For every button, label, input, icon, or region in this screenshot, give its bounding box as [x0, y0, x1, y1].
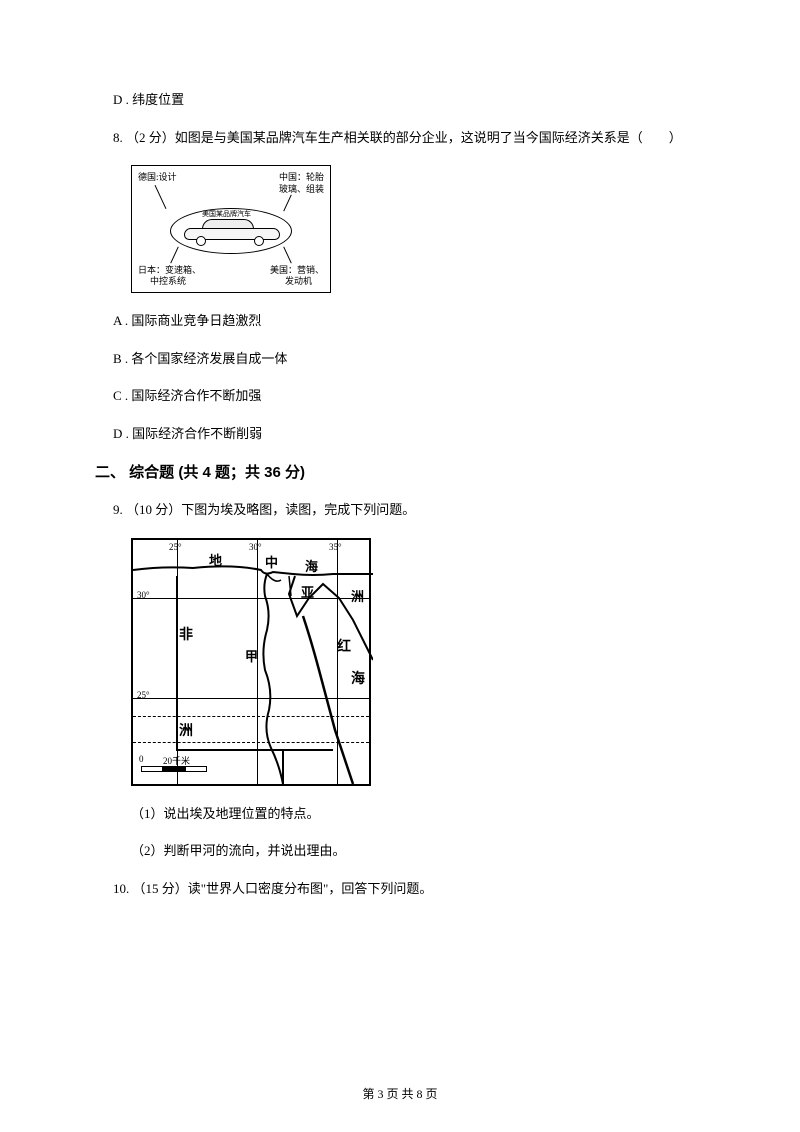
- map-lines: [133, 540, 373, 788]
- scale-bar: 0 20千米: [141, 762, 231, 776]
- q8-stem: 8. （2 分）如图是与美国某品牌汽车生产相关联的部分企业，这说明了当今国际经济…: [95, 128, 705, 148]
- q8-figure: 德国:设计 中国：轮胎 玻璃、组装 日本：变速箱、 中控系统 美国：营销、 发动…: [131, 165, 705, 293]
- car-diagram: 德国:设计 中国：轮胎 玻璃、组装 日本：变速箱、 中控系统 美国：营销、 发动…: [131, 165, 331, 293]
- q8-option-b: B . 各个国家经济发展自成一体: [95, 349, 705, 369]
- q8-option-c: C . 国际经济合作不断加强: [95, 386, 705, 406]
- label-center: 美国某品牌汽车: [202, 210, 251, 218]
- q10-stem: 10. （15 分）读"世界人口密度分布图"，回答下列问题。: [95, 879, 705, 899]
- q9-stem: 9. （10 分）下图为埃及略图，读图，完成下列问题。: [95, 500, 705, 520]
- label-jp1: 日本：变速箱、: [138, 265, 201, 276]
- scale-0: 0: [139, 754, 144, 764]
- section-2-title: 二、 综合题 (共 4 题；共 36 分): [95, 461, 705, 482]
- q8-option-a: A . 国际商业竞争日趋激烈: [95, 311, 705, 331]
- label-de: 德国:设计: [138, 172, 177, 183]
- q9-sub2: （2）判断甲河的流向，并说出理由。: [95, 841, 705, 861]
- egypt-map: 25° 30° 35° 30° 25° 地 中 海 亚 洲 非 甲 红 海 洲: [131, 538, 371, 786]
- label-cn1: 中国：轮胎: [279, 172, 324, 183]
- label-jp2: 中控系统: [150, 276, 186, 287]
- car-icon: [184, 219, 280, 245]
- q7-option-d: D . 纬度位置: [95, 90, 705, 110]
- label-us2: 发动机: [285, 276, 312, 287]
- q8-option-d: D . 国际经济合作不断削弱: [95, 424, 705, 444]
- label-us1: 美国：营销、: [270, 265, 324, 276]
- q9-figure: 25° 30° 35° 30° 25° 地 中 海 亚 洲 非 甲 红 海 洲: [131, 538, 705, 786]
- label-cn2: 玻璃、组装: [279, 184, 324, 195]
- page-footer: 第 3 页 共 8 页: [0, 1085, 800, 1102]
- q9-sub1: （1）说出埃及地理位置的特点。: [95, 804, 705, 824]
- scale-20: 20千米: [163, 754, 190, 767]
